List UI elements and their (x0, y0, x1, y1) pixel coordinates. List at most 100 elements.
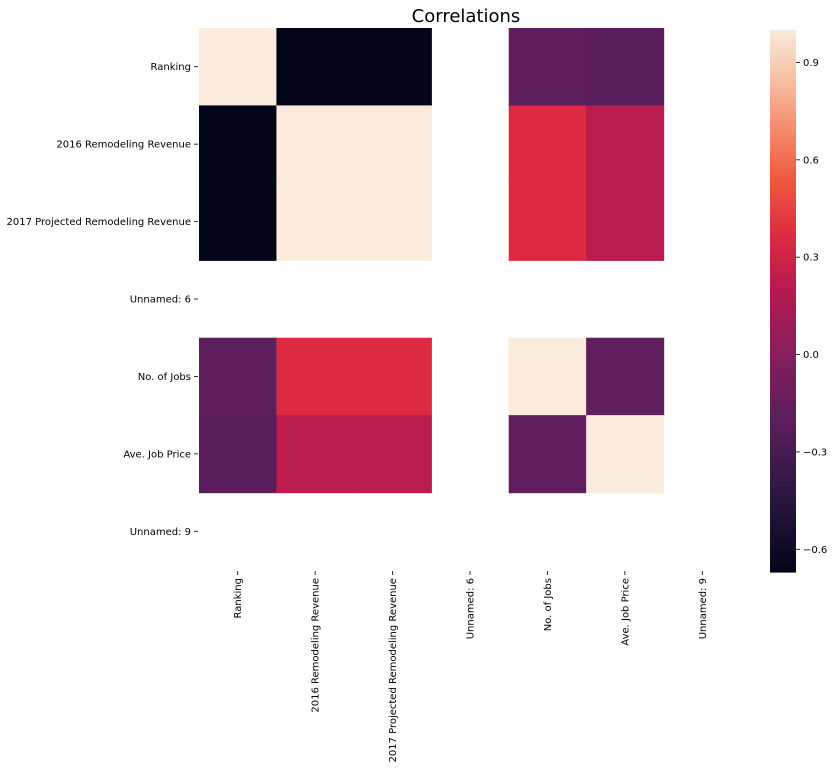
colorbar-segment (770, 273, 796, 280)
colorbar-segment (770, 156, 796, 162)
colorbar-segment (770, 115, 796, 121)
colorbar-segment (770, 391, 796, 397)
colorbar-segment (770, 544, 796, 551)
colorbar-segment (770, 233, 796, 239)
colorbar-segment (770, 192, 796, 198)
colorbar-segment (770, 142, 796, 149)
colorbar-segment (770, 124, 796, 130)
row-tick-label: Ranking (151, 62, 191, 73)
colorbar-segment (770, 418, 796, 424)
colorbar-segment (770, 84, 796, 90)
colorbar-tick-label: 0.0 (803, 350, 819, 361)
colorbar-segment (770, 170, 796, 176)
colorbar-segment (770, 215, 796, 221)
colorbar-segment (770, 201, 796, 207)
colorbar-segment (770, 413, 796, 420)
colorbar-segment (770, 382, 796, 388)
heatmap-cell (586, 28, 665, 107)
colorbar-segment (770, 436, 796, 442)
colorbar-segment (770, 224, 796, 230)
colorbar-segment (770, 52, 796, 58)
heatmap-cell (353, 182, 432, 261)
colorbar-segment (770, 291, 796, 298)
colorbar-segment (770, 147, 796, 153)
colorbar-segment (770, 219, 796, 225)
colorbar-segment (770, 332, 796, 338)
heatmap-cell (276, 337, 355, 416)
heatmap-cells (199, 28, 665, 494)
colorbar-segment (770, 75, 796, 81)
colorbar-tick-label: 0.9 (803, 58, 819, 69)
colorbar-segment (770, 341, 796, 347)
colorbar-segment (770, 337, 796, 343)
colorbar-segment (770, 395, 796, 401)
colorbar-segment (770, 305, 796, 311)
colorbar-segment (770, 463, 796, 469)
colorbar-segment (770, 34, 796, 40)
colorbar-segment (770, 129, 796, 135)
heatmap-cell (353, 337, 432, 416)
colorbar-segment (770, 61, 796, 67)
heatmap-cell (586, 182, 665, 261)
colorbar: 0.9 0.6 0.3 0.0 −0.3 −0.6 (770, 30, 827, 573)
colorbar-segment (770, 431, 796, 438)
colorbar-segment (770, 314, 796, 320)
colorbar-segment (770, 486, 796, 492)
colorbar-segment (770, 255, 796, 261)
colorbar-segment (770, 445, 796, 451)
colorbar-segment (770, 242, 796, 248)
colorbar-segment (770, 517, 796, 523)
colorbar-segment (770, 111, 796, 117)
colorbar-segment (770, 454, 796, 460)
colorbar-segment (770, 310, 796, 316)
colorbar-segment (770, 174, 796, 180)
colorbar-segment (770, 377, 796, 383)
row-tick-label: No. of Jobs (138, 372, 191, 383)
row-axis: Ranking 2016 Remodeling Revenue 2017 Proje… (6, 62, 198, 538)
colorbar-segment (770, 558, 796, 564)
colorbar-segment (770, 301, 796, 307)
colorbar-segment (770, 296, 796, 302)
colorbar-segment (770, 513, 796, 519)
colorbar-segment (770, 531, 796, 537)
colorbar-segment (770, 562, 796, 569)
colorbar-segment (770, 508, 796, 514)
heatmap-cell (276, 182, 355, 261)
colorbar-segment (770, 160, 796, 167)
heatmap-cell (586, 415, 665, 494)
heatmap-cell (508, 182, 587, 261)
heatmap-cell (353, 105, 432, 184)
row-tick-label: Unnamed: 9 (130, 527, 191, 538)
colorbar-segment (770, 197, 796, 203)
colorbar-segment (770, 165, 796, 171)
colorbar-segment (770, 88, 796, 94)
colorbar-segment (770, 183, 796, 189)
colorbar-segment (770, 251, 796, 257)
colorbar-segment (770, 409, 796, 415)
column-tick-label: 2016 Remodeling Revenue (311, 578, 322, 713)
heatmap-cell (199, 28, 278, 107)
colorbar-segment (770, 441, 796, 447)
colorbar-segment (770, 102, 796, 108)
colorbar-segment (770, 364, 796, 370)
colorbar-tick-label: 0.6 (803, 155, 819, 166)
colorbar-segment (770, 120, 796, 126)
colorbar-tick-label: 0.3 (803, 253, 819, 264)
colorbar-segment (770, 450, 796, 456)
heatmap-cell (276, 415, 355, 494)
heatmap-cell (586, 337, 665, 416)
colorbar-segment (770, 328, 796, 334)
row-tick-label: Unnamed: 6 (130, 295, 191, 306)
colorbar-segment (770, 97, 796, 103)
column-axis: Ranking 2016 Remodeling Revenue 2017 Proje… (233, 571, 709, 763)
colorbar-segment (770, 237, 796, 243)
heatmap-cell (199, 182, 278, 261)
colorbar-segment (770, 138, 796, 144)
colorbar-segment (770, 106, 796, 112)
colorbar-segment (770, 93, 796, 99)
colorbar-segment (770, 346, 796, 352)
heatmap-cell (353, 415, 432, 494)
colorbar-segment (770, 179, 796, 185)
colorbar-segment (770, 549, 796, 555)
